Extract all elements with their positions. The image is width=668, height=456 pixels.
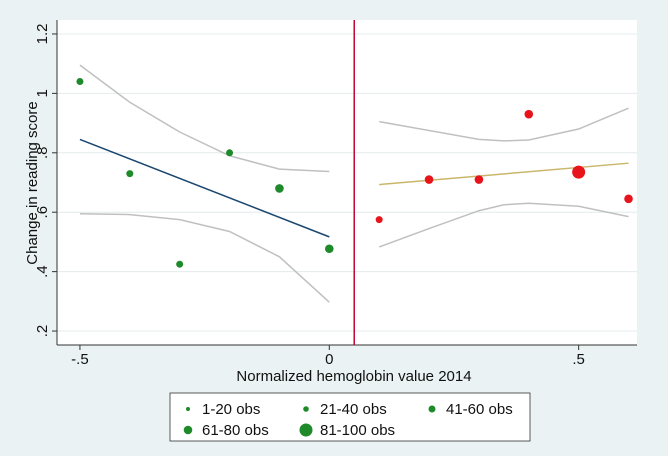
point — [424, 175, 434, 184]
point — [375, 216, 383, 224]
x-tick-label: .5 — [572, 351, 585, 368]
point — [524, 109, 534, 119]
point — [572, 165, 586, 179]
y-tick-label: .6 — [34, 206, 51, 219]
y-tick-label: .8 — [34, 147, 51, 160]
ci-upper — [379, 107, 629, 142]
point — [126, 170, 134, 178]
fit-line — [79, 138, 330, 238]
point — [176, 260, 184, 268]
x-tick-label: -.5 — [71, 351, 89, 368]
legend-marker — [183, 425, 193, 435]
legend-label: 81-100 obs — [320, 422, 395, 439]
x-tick-label: 0 — [325, 351, 333, 368]
legend-label: 21-40 obs — [320, 401, 387, 418]
legend-label: 41-60 obs — [446, 401, 513, 418]
point — [474, 175, 484, 184]
point — [226, 149, 234, 157]
point — [275, 184, 284, 193]
y-tick-label: .4 — [34, 265, 51, 278]
fit-line — [379, 162, 629, 186]
ci-lower — [79, 212, 330, 303]
point — [76, 77, 84, 85]
legend-marker — [428, 405, 436, 413]
legend-box — [169, 392, 531, 442]
y-tick-label: 1 — [34, 89, 51, 97]
legend-marker — [186, 407, 190, 411]
y-tick-label: .2 — [34, 325, 51, 338]
legend-marker — [303, 406, 309, 412]
x-axis-label: Normalized hemoglobin value 2014 — [236, 368, 471, 385]
ci-upper — [79, 64, 330, 173]
y-tick-label: 1.2 — [34, 24, 51, 45]
y-axis-label: Change in reading score — [24, 101, 41, 264]
ci-lower — [378, 202, 629, 248]
legend-label: 61-80 obs — [202, 422, 269, 439]
plot-area — [57, 20, 637, 345]
legend-marker — [299, 423, 313, 437]
point — [624, 194, 633, 204]
legend-label: 1-20 obs — [202, 401, 260, 418]
point — [324, 244, 334, 254]
